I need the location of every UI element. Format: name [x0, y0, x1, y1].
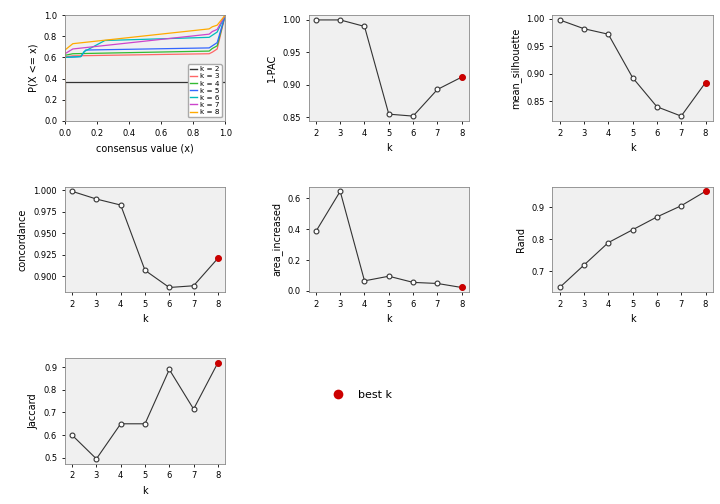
Y-axis label: P(X <= x): P(X <= x)	[28, 44, 38, 92]
Legend: best k: best k	[322, 386, 396, 404]
X-axis label: k: k	[386, 314, 392, 325]
Y-axis label: Jaccard: Jaccard	[28, 393, 38, 428]
Y-axis label: 1-PAC: 1-PAC	[267, 54, 277, 82]
X-axis label: k: k	[630, 143, 636, 153]
Y-axis label: concordance: concordance	[18, 208, 28, 271]
Y-axis label: area_increased: area_increased	[271, 203, 282, 276]
X-axis label: k: k	[142, 314, 148, 325]
X-axis label: consensus value (x): consensus value (x)	[96, 143, 194, 153]
Y-axis label: Rand: Rand	[516, 227, 526, 252]
X-axis label: k: k	[630, 314, 636, 325]
X-axis label: k: k	[142, 486, 148, 496]
X-axis label: k: k	[386, 143, 392, 153]
Legend: k = 2, k = 3, k = 4, k = 5, k = 6, k = 7, k = 8: k = 2, k = 3, k = 4, k = 5, k = 6, k = 7…	[188, 64, 222, 117]
Y-axis label: mean_silhouette: mean_silhouette	[510, 27, 521, 109]
